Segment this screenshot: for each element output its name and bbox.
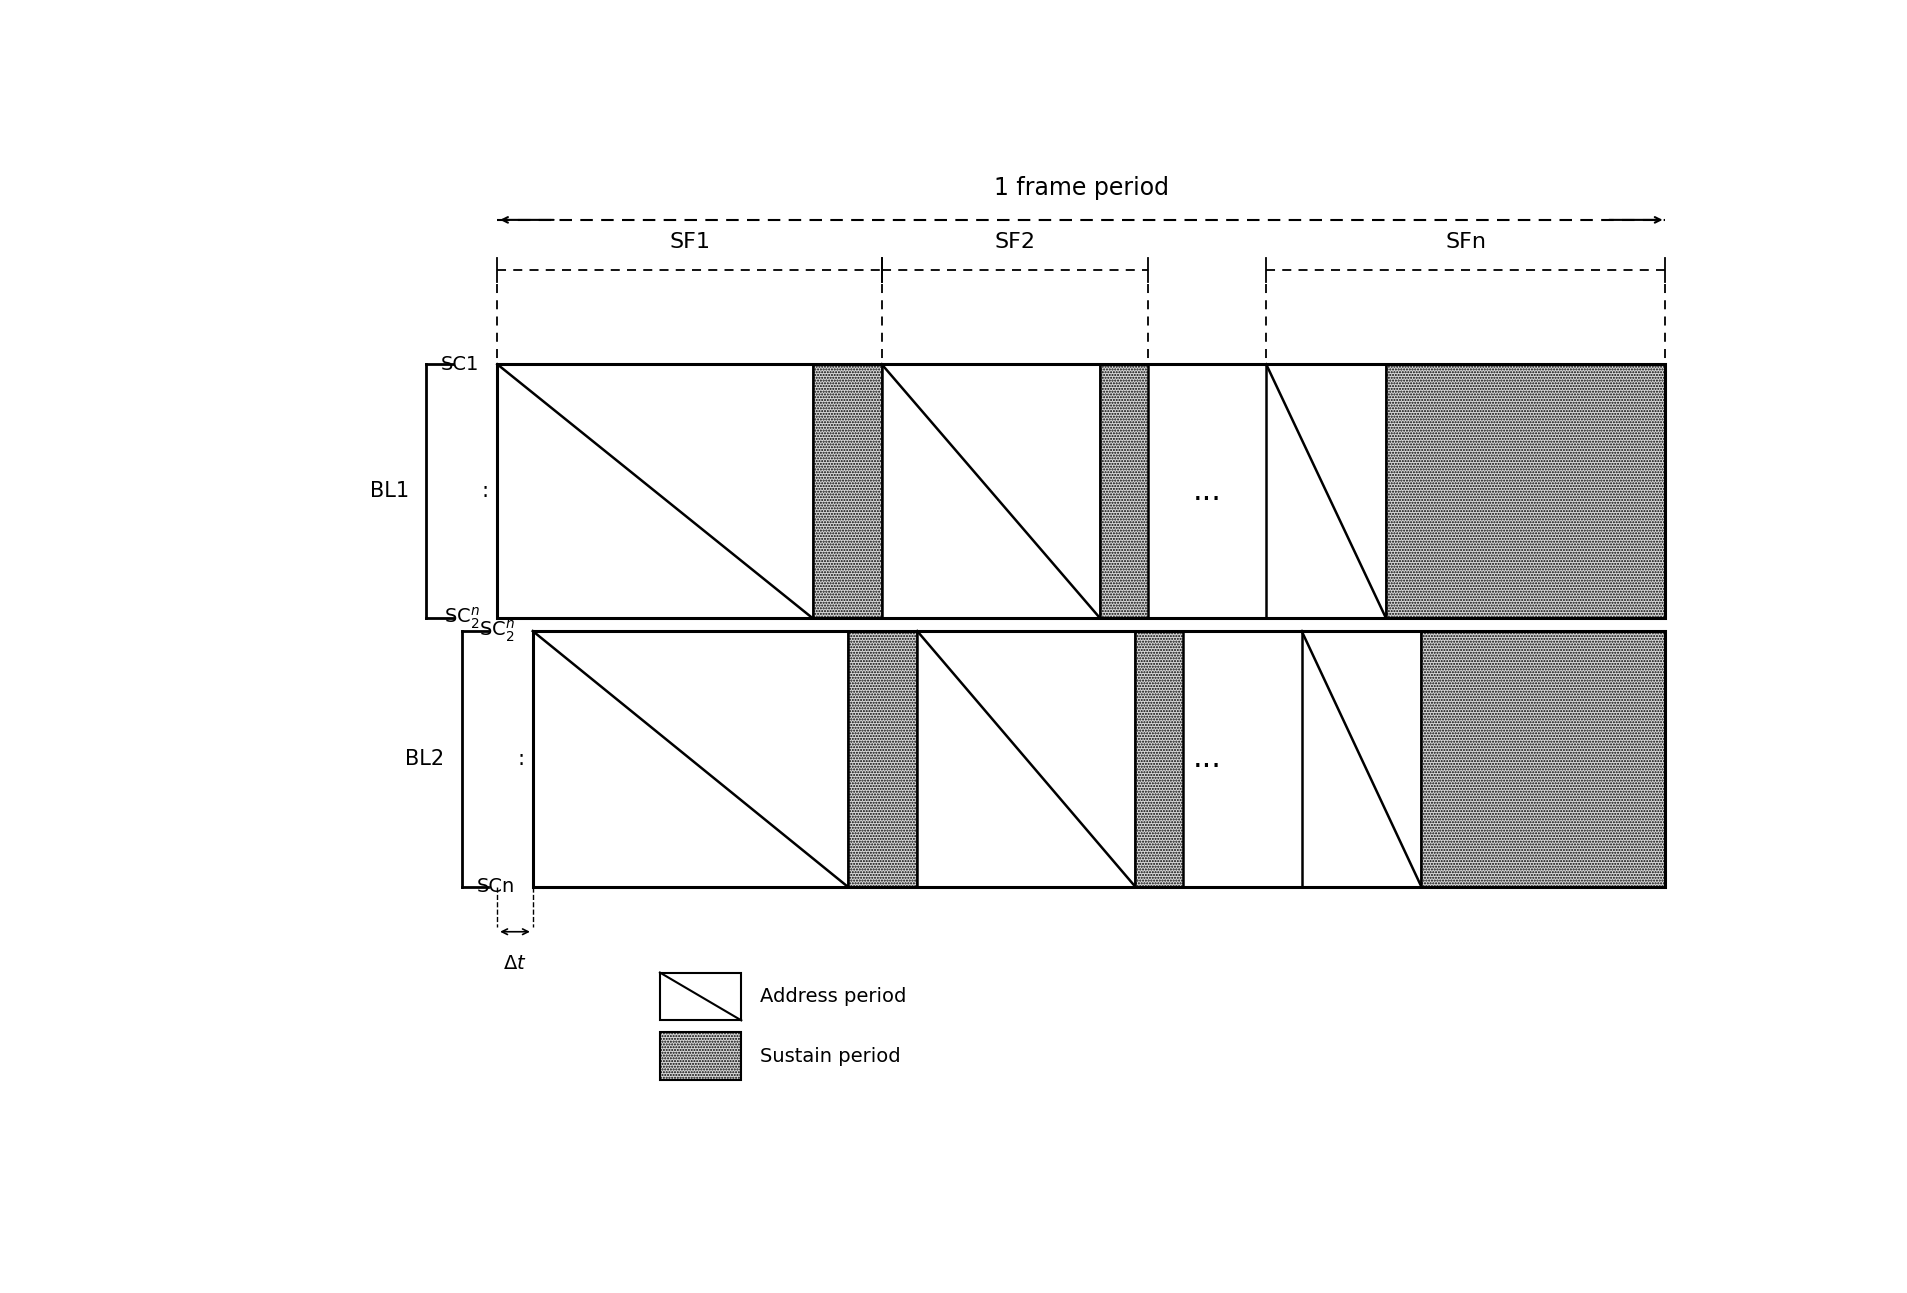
Text: $\Delta t$: $\Delta t$ xyxy=(503,954,526,972)
Text: BL2: BL2 xyxy=(404,749,444,769)
Bar xyxy=(1301,631,1421,887)
Bar xyxy=(498,365,1665,618)
Text: BL1: BL1 xyxy=(370,481,408,502)
Text: :: : xyxy=(482,481,488,502)
Bar xyxy=(532,631,847,887)
Bar xyxy=(660,972,740,1020)
Bar xyxy=(847,631,917,887)
Text: Address period: Address period xyxy=(761,987,906,1006)
Text: :: : xyxy=(517,749,524,769)
Text: ...: ... xyxy=(1192,745,1220,773)
Bar xyxy=(498,365,812,618)
Text: SCn: SCn xyxy=(477,878,515,896)
Text: SF2: SF2 xyxy=(994,231,1036,252)
Bar xyxy=(1421,631,1665,887)
Text: SC1: SC1 xyxy=(441,354,479,374)
Bar xyxy=(812,365,881,618)
Bar xyxy=(1384,365,1665,618)
Text: 1 frame period: 1 frame period xyxy=(994,176,1169,200)
Text: SC$_2^n$: SC$_2^n$ xyxy=(444,605,479,631)
Text: SC$_2^n$: SC$_2^n$ xyxy=(479,618,515,644)
Bar xyxy=(532,631,1665,887)
Text: Sustain period: Sustain period xyxy=(761,1047,900,1065)
Text: SF1: SF1 xyxy=(669,231,709,252)
Bar xyxy=(1100,365,1148,618)
Text: SFn: SFn xyxy=(1446,231,1486,252)
Bar xyxy=(1135,631,1182,887)
Bar xyxy=(1266,365,1384,618)
Bar xyxy=(660,1032,740,1080)
Bar xyxy=(881,365,1100,618)
Text: ...: ... xyxy=(1192,477,1220,506)
Bar xyxy=(917,631,1135,887)
